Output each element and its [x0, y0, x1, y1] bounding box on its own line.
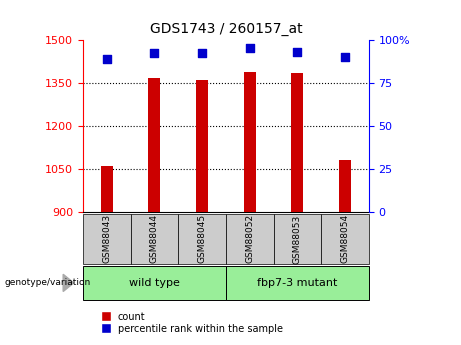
Text: genotype/variation: genotype/variation [5, 278, 91, 287]
Point [151, 51, 158, 56]
Legend: count, percentile rank within the sample: count, percentile rank within the sample [102, 312, 283, 334]
Point [341, 54, 349, 60]
Bar [244, 72, 256, 212]
Text: GSM88052: GSM88052 [245, 214, 254, 264]
Text: fbp7-3 mutant: fbp7-3 mutant [257, 278, 337, 288]
Text: GSM88054: GSM88054 [341, 214, 349, 264]
Title: GDS1743 / 260157_at: GDS1743 / 260157_at [149, 22, 302, 36]
Text: GSM88044: GSM88044 [150, 214, 159, 264]
Point [294, 49, 301, 55]
Bar [321, 214, 369, 264]
Text: GSM88053: GSM88053 [293, 214, 302, 264]
Bar [273, 214, 321, 264]
Point [246, 46, 254, 51]
Bar [101, 166, 113, 212]
Bar [130, 214, 178, 264]
Bar [148, 78, 160, 212]
Text: GSM88043: GSM88043 [102, 214, 111, 264]
Text: GSM88045: GSM88045 [198, 214, 207, 264]
Point [198, 51, 206, 56]
Bar [226, 214, 273, 264]
Point [103, 56, 111, 61]
Bar [83, 266, 226, 300]
Bar [83, 214, 130, 264]
Bar [178, 214, 226, 264]
Bar [339, 160, 351, 212]
Bar [196, 80, 208, 212]
Bar [226, 266, 369, 300]
Text: wild type: wild type [129, 278, 180, 288]
Polygon shape [63, 274, 74, 292]
Bar [291, 73, 303, 212]
